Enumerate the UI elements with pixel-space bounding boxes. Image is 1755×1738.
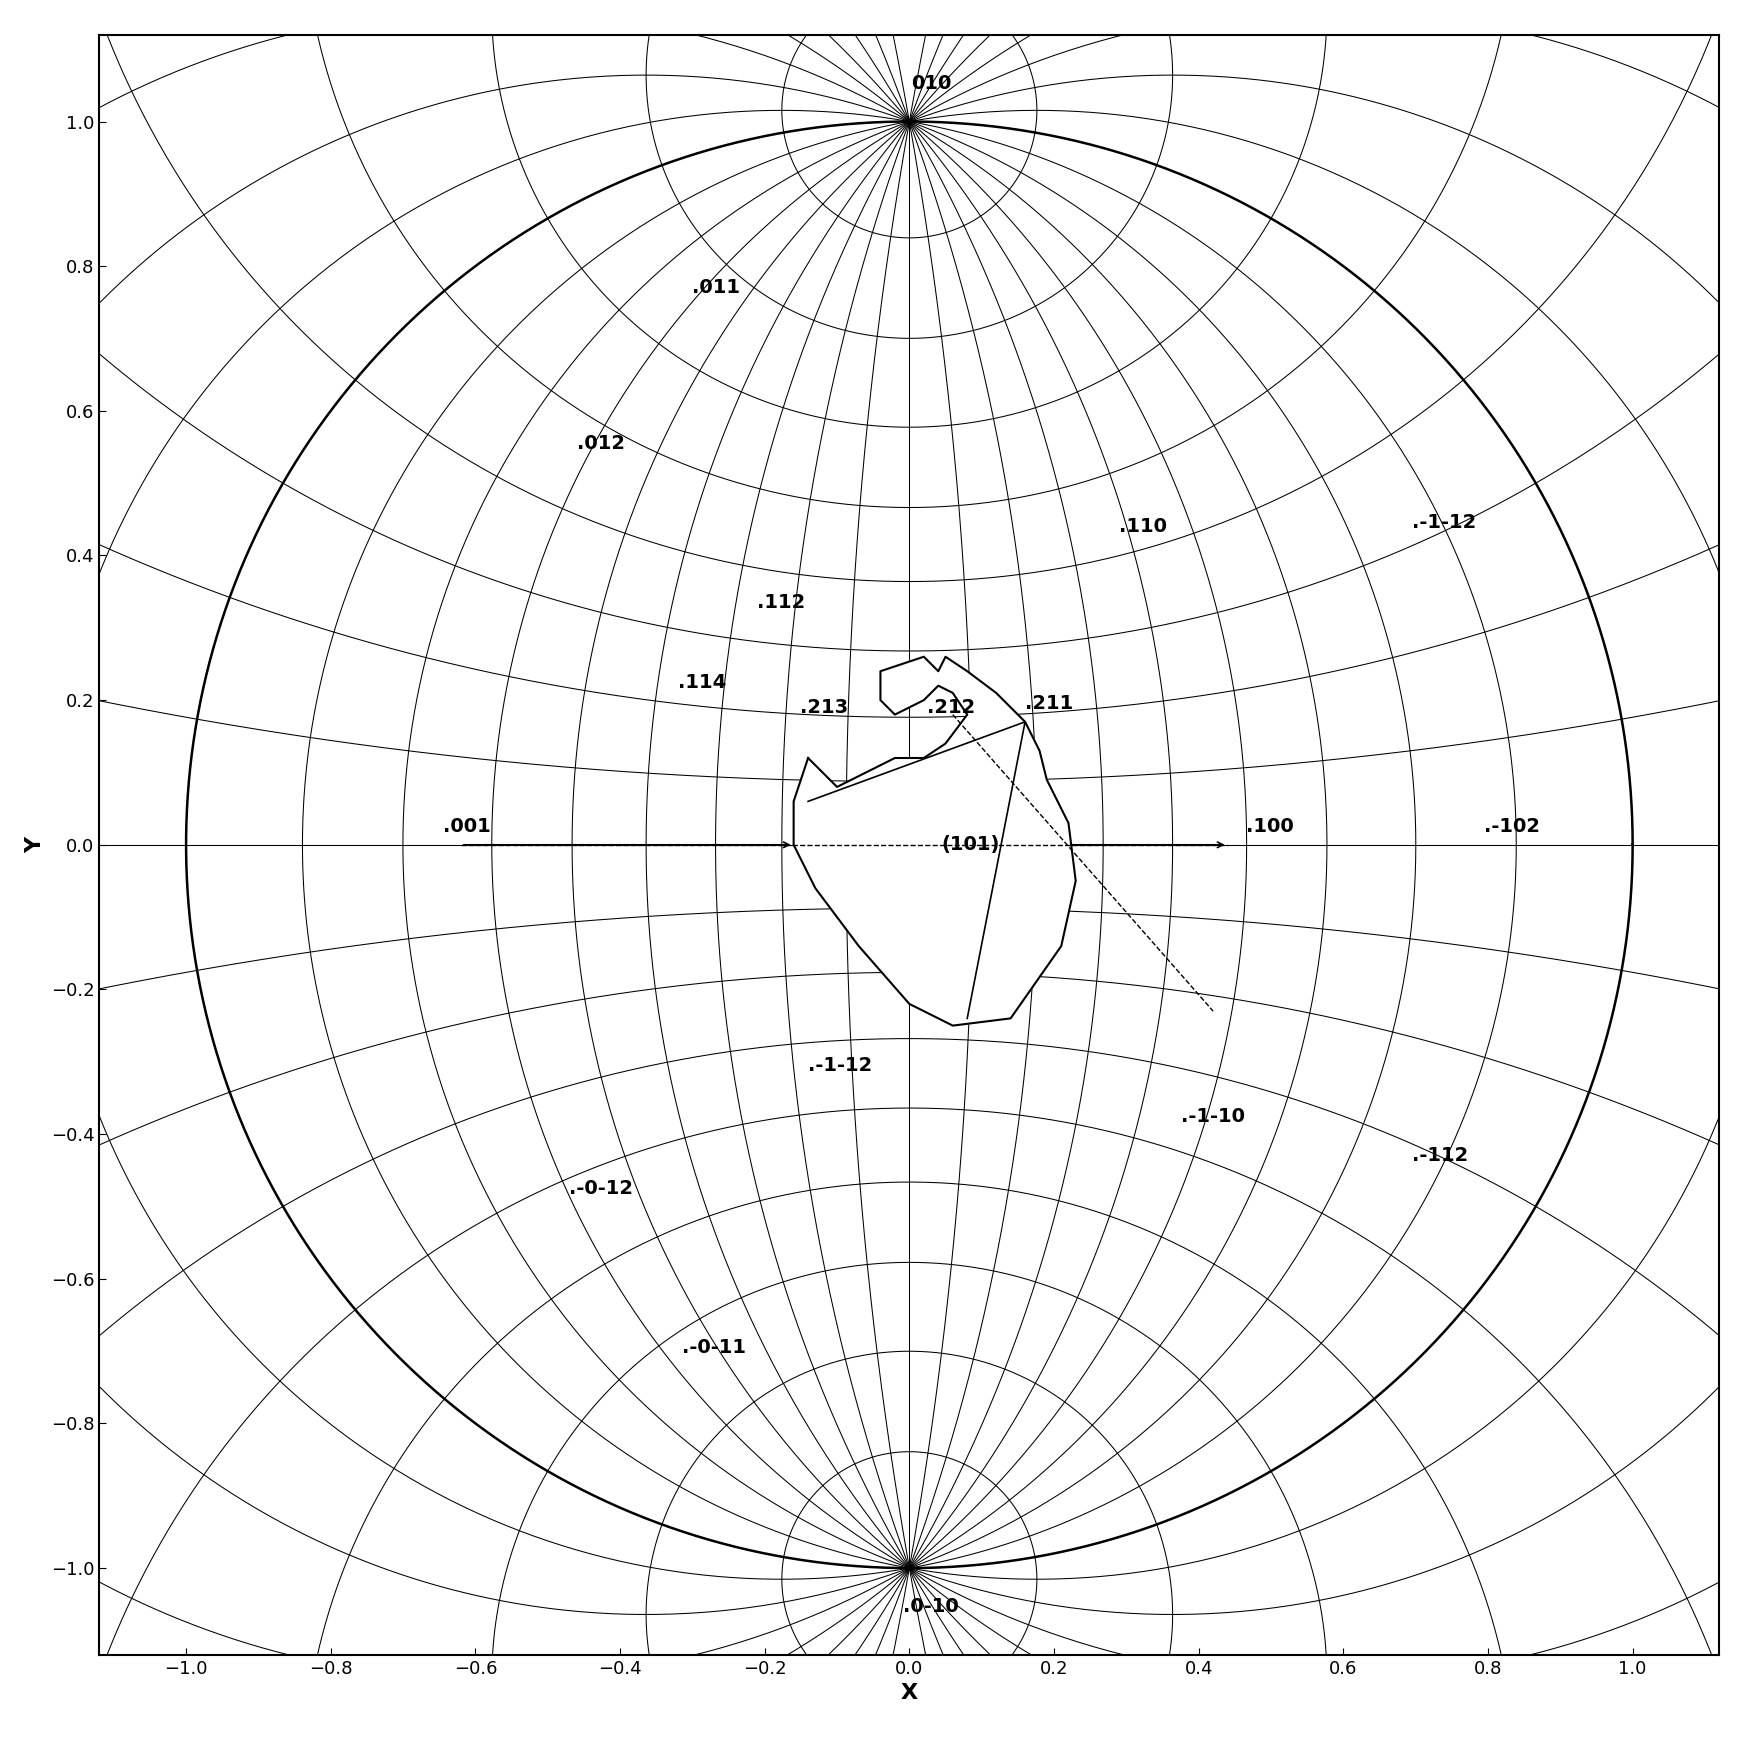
- Text: .-1-12: .-1-12: [1411, 513, 1476, 532]
- Text: .212: .212: [927, 699, 976, 716]
- Text: .-1-10: .-1-10: [1179, 1107, 1244, 1126]
- Text: .110: .110: [1118, 516, 1167, 535]
- Text: .-0-12: .-0-12: [569, 1178, 634, 1197]
- X-axis label: X: X: [900, 1684, 918, 1703]
- Text: .001: .001: [442, 817, 490, 836]
- Text: .211: .211: [1025, 693, 1072, 713]
- Circle shape: [186, 122, 1632, 1568]
- Text: .-102: .-102: [1483, 817, 1539, 836]
- Text: .-1-12: .-1-12: [807, 1057, 872, 1074]
- Text: .213: .213: [799, 699, 848, 716]
- Text: (101): (101): [941, 836, 999, 855]
- Text: .0-10: .0-10: [902, 1597, 958, 1616]
- Text: .100: .100: [1244, 817, 1293, 836]
- Y-axis label: Y: Y: [25, 836, 46, 853]
- Polygon shape: [793, 657, 1076, 1025]
- Text: .114: .114: [677, 673, 727, 692]
- Text: 010: 010: [911, 73, 951, 92]
- Text: .112: .112: [756, 593, 806, 612]
- Text: .011: .011: [691, 278, 741, 297]
- Text: .-112: .-112: [1411, 1147, 1467, 1164]
- Text: .012: .012: [576, 434, 625, 454]
- Text: .-0-11: .-0-11: [681, 1338, 746, 1357]
